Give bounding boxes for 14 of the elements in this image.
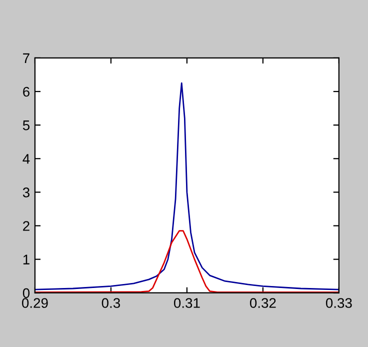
y-tick-label: 0 xyxy=(22,288,30,298)
y-tick-label: 7 xyxy=(23,53,30,63)
x-tick-label: 0.31 xyxy=(174,298,200,308)
y-tick-label: 6 xyxy=(23,86,30,97)
line-series xyxy=(34,82,339,290)
x-tick-label: 0.32 xyxy=(250,298,276,308)
y-tick-label: 5 xyxy=(22,120,30,130)
y-tick-label: 2 xyxy=(23,221,30,231)
x-tick-label: 0.3 xyxy=(102,298,120,308)
x-tick-label: 0.29 xyxy=(22,298,48,308)
y-tick-label: 1 xyxy=(23,254,30,264)
y-tick-label: 4 xyxy=(22,154,30,164)
y-tick-label: 3 xyxy=(22,188,30,198)
x-tick-label: 0.33 xyxy=(326,298,352,308)
